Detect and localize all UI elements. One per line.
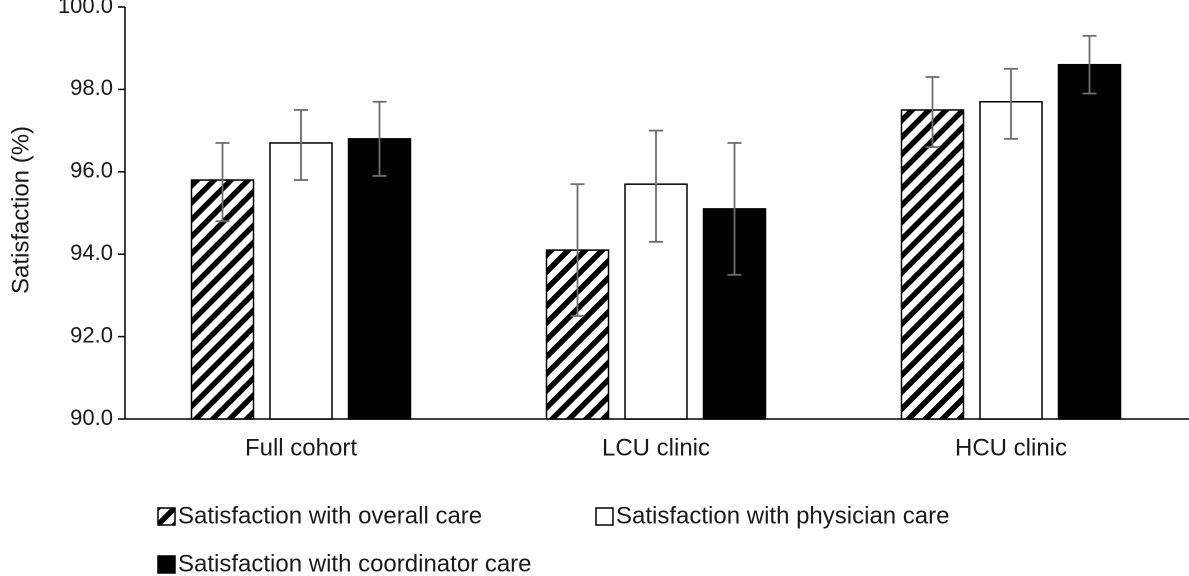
legend-label: Satisfaction with coordinator care [178,550,532,576]
legend-label: Satisfaction with physician care [616,502,950,529]
error-bar-coordinator-care [1082,34,1097,95]
bars [190,63,1122,420]
x-category-label: LCU clinic [602,434,710,461]
bar-coordinator-care [1057,63,1122,420]
y-tick-label: 96.0 [70,158,113,183]
error-bar-physician-care [649,129,663,243]
legend-item-coordinator-care: Satisfaction with coordinator care [157,550,532,576]
y-tick-label: 100.0 [58,0,113,18]
y-tick-label: 94.0 [70,240,113,265]
bar-physician-care [269,142,333,420]
bar-physician-care [979,101,1043,420]
y-tick-label: 98.0 [70,75,113,100]
error-bar-overall-care [925,76,940,148]
legend-swatch [595,507,614,526]
y-tick-label: 90.0 [70,405,113,430]
legend: Satisfaction with overall care Satisfacti… [157,502,950,576]
error-bar-overall-care [215,142,230,223]
legend-item-overall-care: Satisfaction with overall care [157,502,482,529]
y-axis-title: Satisfaction (%) [7,126,34,294]
tick-labels: 90.0 92.0 94.0 96.0 98.0 100.0 Full cohort LCU … [58,0,1067,461]
legend-swatch [157,555,176,574]
legend-label: Satisfaction with overall care [178,502,482,529]
error-bar-physician-care [294,109,308,181]
y-tick-label: 92.0 [70,322,113,347]
bar-overall-care [900,109,965,420]
error-bar-overall-care [570,183,585,317]
error-bar-physician-care [1004,67,1018,140]
legend-swatch [157,507,176,526]
error-bar-coordinator-care [372,100,387,177]
x-category-label: HCU clinic [955,434,1067,461]
error-bar-coordinator-care [727,142,742,276]
legend-item-physician-care: Satisfaction with physician care [595,502,950,529]
bar-coordinator-care [347,138,412,420]
error-bars [215,34,1097,317]
bar-overall-care [545,249,610,420]
x-category-label: Full cohort [245,434,357,461]
